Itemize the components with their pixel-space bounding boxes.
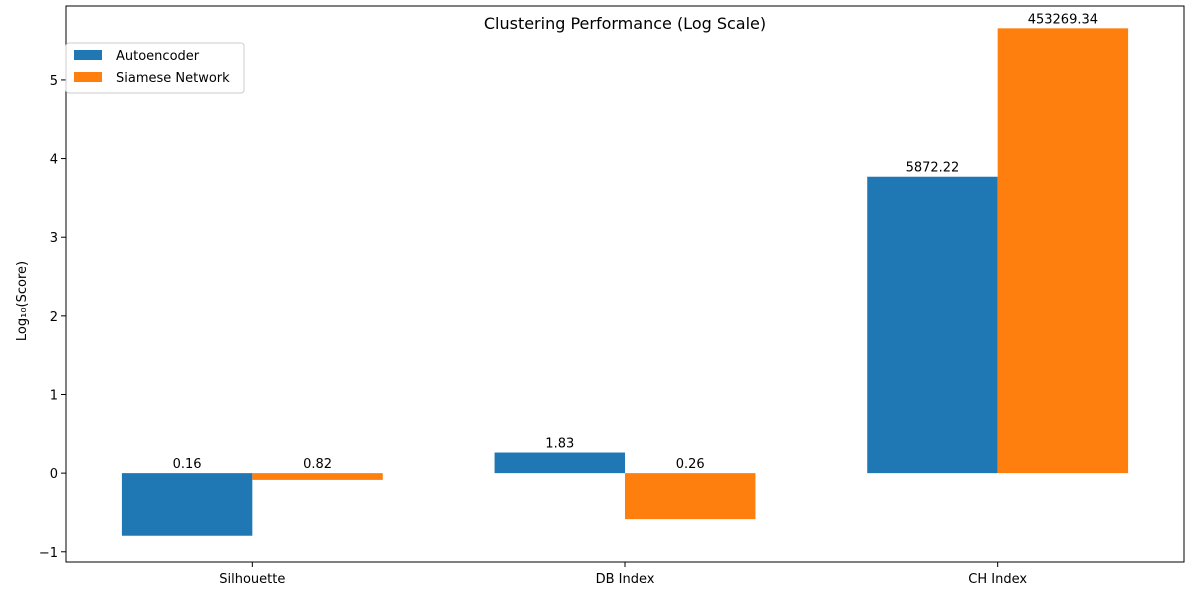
y-tick-label: 2 [50,310,58,325]
legend-frame [65,42,245,94]
y-tick-label: 1 [50,388,58,403]
legend-swatch-siamese-network [74,72,102,82]
chart-title: Clustering Performance (Log Scale) [484,14,766,33]
y-tick-label: 0 [50,467,58,482]
y-tick-label: −1 [39,546,58,561]
data-label-siamese-network-2: 453269.34 [1028,12,1098,27]
x-tick-label: Silhouette [219,572,285,587]
bar-siamese-network-2 [997,28,1129,474]
bar-siamese-network-1 [625,473,756,520]
x-tick-label: DB Index [596,572,655,587]
data-label-autoencoder-2: 5872.22 [906,161,960,176]
bar-autoencoder-1 [494,452,625,474]
y-axis-label: Log₁₀(Score) [15,261,30,341]
plot-area: 0.16 1.83 5872.22 0.82 0.26 453269.34 −1 0 1 2 3 4 5… [39,5,1185,587]
data-label-autoencoder-1: 1.83 [545,437,574,452]
bar-autoencoder-2 [867,176,998,474]
y-tick-label: 3 [50,231,58,246]
y-tick-label: 5 [50,74,58,89]
y-tick-label: 4 [50,153,58,168]
legend: Autoencoder Siamese Network [65,42,245,94]
data-label-siamese-network-0: 0.82 [303,457,332,472]
bar-siamese-network-0 [252,473,383,480]
bar-autoencoder-0 [121,473,253,536]
legend-label-autoencoder: Autoencoder [116,49,200,64]
legend-label-siamese-network: Siamese Network [116,71,230,86]
legend-swatch-autoencoder [74,50,102,60]
x-tick-label: CH Index [968,572,1027,587]
data-label-siamese-network-1: 0.26 [676,457,705,472]
data-label-autoencoder-0: 0.16 [173,457,202,472]
